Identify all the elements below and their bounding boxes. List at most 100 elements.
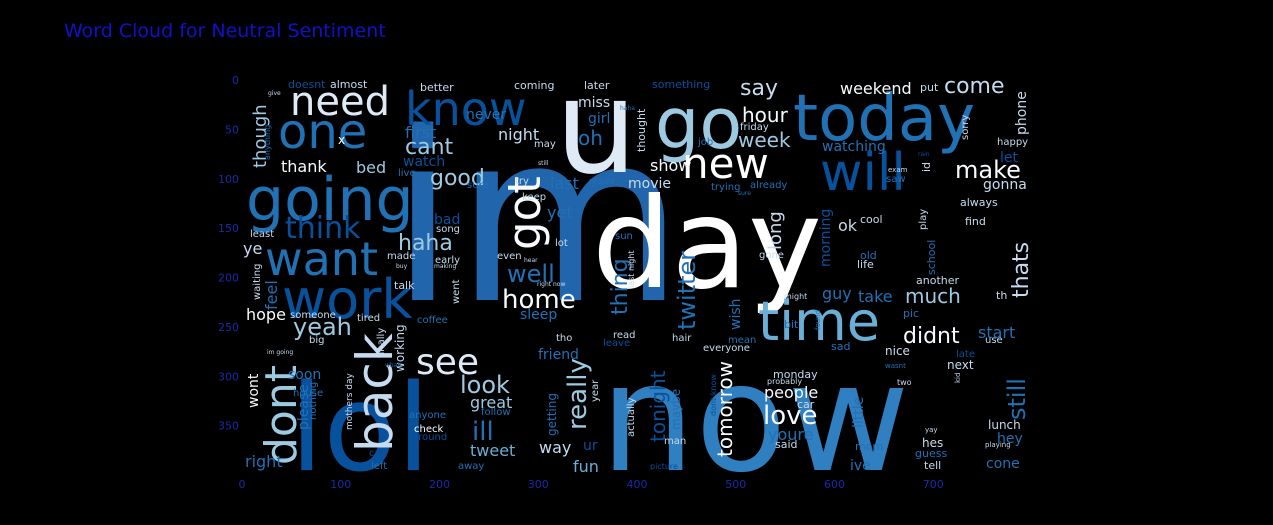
word-come: come xyxy=(944,74,1005,99)
word-now: now xyxy=(600,332,910,506)
word-call: call xyxy=(369,448,386,459)
word-talk: talk xyxy=(394,279,415,292)
word-fun: fun xyxy=(573,457,599,476)
word-mean: mean xyxy=(728,335,756,346)
word-getting: getting xyxy=(545,393,559,436)
word-dont-know: dont know xyxy=(709,374,718,416)
word-watch: watch xyxy=(403,154,445,170)
word-night: night xyxy=(498,125,539,144)
word-whats: whats xyxy=(385,362,403,369)
word-thing: thing xyxy=(608,258,633,315)
word-tired: tired xyxy=(357,313,380,324)
word-anything: anything xyxy=(263,125,272,160)
word-cone: cone xyxy=(986,456,1020,472)
word-car: car xyxy=(797,398,815,411)
word-school: school xyxy=(925,240,938,275)
word-back: back xyxy=(346,333,404,452)
word-much: much xyxy=(905,284,961,308)
word-waiting: waiting xyxy=(252,264,263,300)
word-around: around xyxy=(412,432,447,443)
y-tick-label: 50 xyxy=(225,123,239,136)
word-nothing: nothing xyxy=(308,382,319,420)
word-way: way xyxy=(539,438,571,457)
word-little: little xyxy=(851,397,867,428)
word-tomorrow: tomorrow xyxy=(713,361,737,457)
word-always: always xyxy=(960,196,998,209)
word-tonight: tonight xyxy=(646,370,670,442)
word-coffee: coffee xyxy=(417,315,448,326)
word-pic: pic xyxy=(903,307,919,320)
word-ur: ur xyxy=(583,438,598,454)
word-next: next xyxy=(947,358,974,372)
word-home: home xyxy=(502,285,576,315)
word-im: im xyxy=(390,83,684,356)
word-bed: bed xyxy=(356,158,386,177)
word-job: job xyxy=(697,137,713,148)
word-went: went xyxy=(451,279,462,304)
word-thats: thats xyxy=(1009,242,1034,298)
word-youre: youre xyxy=(768,425,813,444)
y-tick-label: 250 xyxy=(218,321,239,334)
word-first: first xyxy=(405,123,436,142)
word-watching: watching xyxy=(822,139,886,155)
word-trying: trying xyxy=(711,182,740,193)
word-ill: ill xyxy=(472,417,494,447)
word-something: something xyxy=(652,78,710,91)
word-time: time xyxy=(758,290,880,353)
word-guess: guess xyxy=(915,447,947,460)
word-already: already xyxy=(750,180,787,191)
y-tick-label: 0 xyxy=(232,74,239,87)
word-give: give xyxy=(268,90,281,97)
word-cool: cool xyxy=(860,213,883,226)
x-tick-label: 700 xyxy=(923,478,944,491)
word-take: take xyxy=(858,287,893,306)
word-oh: oh xyxy=(578,126,603,150)
x-tick-label: 200 xyxy=(429,478,450,491)
word-need: need xyxy=(290,79,390,125)
word-use: use xyxy=(985,335,1003,346)
word-sun: sun xyxy=(615,231,633,242)
word-coming: coming xyxy=(514,79,555,92)
x-tick-label: 0 xyxy=(239,478,246,491)
word-find: find xyxy=(965,215,986,228)
word-never: never xyxy=(466,107,506,123)
word-still: still xyxy=(538,160,549,167)
word-happy: happy xyxy=(997,137,1028,148)
word-im-going: im going xyxy=(267,349,293,356)
word-buy: buy xyxy=(396,263,408,270)
word-ye: ye xyxy=(243,239,262,258)
y-tick-label: 200 xyxy=(218,272,239,285)
word-two: two xyxy=(897,378,912,387)
word-hair: hair xyxy=(672,333,692,344)
word-almost: almost xyxy=(330,78,368,91)
word-morning: morning xyxy=(818,209,834,267)
word-ready: ready xyxy=(589,177,615,187)
word-today: today xyxy=(793,82,975,156)
x-tick-label: 100 xyxy=(330,478,351,491)
word-gone: gone xyxy=(759,250,784,261)
word-hes: hes xyxy=(922,436,943,450)
word-picture: picture xyxy=(650,462,678,471)
word-life: life xyxy=(857,258,874,271)
word-another: another xyxy=(916,274,959,287)
word-thank: thank xyxy=(281,157,327,176)
word-twitter: twitter xyxy=(673,251,701,330)
word-bad: bad xyxy=(434,212,460,228)
word-though: though xyxy=(250,104,271,168)
word-go: go xyxy=(655,83,742,165)
word-feel: feel xyxy=(262,280,281,310)
word-u: u xyxy=(555,51,637,203)
word-kid: kid xyxy=(954,373,962,383)
word-live: live xyxy=(398,168,416,179)
word-gonna: gonna xyxy=(983,177,1027,193)
word-exam: exam xyxy=(888,166,908,174)
word-well: well xyxy=(507,260,555,288)
word-got: got xyxy=(498,176,551,250)
word-someone: someone xyxy=(290,310,336,321)
word-girl: girl xyxy=(588,111,610,127)
word-anyone: anyone xyxy=(409,410,446,421)
word-hear: hear xyxy=(524,257,538,264)
word-x: x xyxy=(338,133,345,147)
word-please: please xyxy=(296,384,312,430)
word-still: still xyxy=(1003,378,1031,420)
